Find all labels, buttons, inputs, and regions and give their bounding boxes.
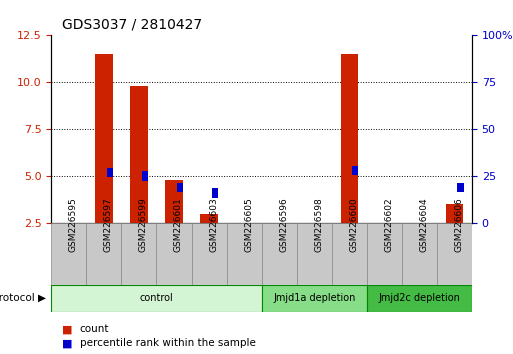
Bar bbox=[177, 183, 183, 192]
Bar bbox=[332, 223, 367, 285]
Text: GSM226604: GSM226604 bbox=[420, 198, 428, 252]
Bar bbox=[367, 223, 402, 285]
Text: protocol ▶: protocol ▶ bbox=[0, 293, 46, 303]
Bar bbox=[156, 223, 191, 285]
Text: ■: ■ bbox=[62, 324, 72, 334]
Bar bbox=[86, 223, 122, 285]
Bar bbox=[142, 171, 148, 181]
Bar bbox=[191, 223, 227, 285]
Text: GSM226597: GSM226597 bbox=[104, 198, 113, 252]
Bar bbox=[402, 223, 437, 285]
Bar bbox=[262, 223, 297, 285]
Text: GSM226605: GSM226605 bbox=[244, 198, 253, 252]
Text: GSM226596: GSM226596 bbox=[279, 198, 288, 252]
Bar bbox=[130, 86, 148, 223]
Bar bbox=[122, 223, 156, 285]
Bar bbox=[51, 285, 262, 312]
Text: GSM226598: GSM226598 bbox=[314, 198, 323, 252]
Bar bbox=[212, 188, 218, 198]
Text: GDS3037 / 2810427: GDS3037 / 2810427 bbox=[62, 18, 202, 32]
Text: ■: ■ bbox=[62, 338, 72, 348]
Bar bbox=[262, 285, 367, 312]
Text: GSM226606: GSM226606 bbox=[455, 198, 463, 252]
Text: Jmjd2c depletion: Jmjd2c depletion bbox=[379, 293, 460, 303]
Text: Jmjd1a depletion: Jmjd1a depletion bbox=[273, 293, 356, 303]
Text: count: count bbox=[80, 324, 109, 334]
Text: GSM226595: GSM226595 bbox=[69, 198, 78, 252]
Bar bbox=[446, 204, 463, 223]
Text: control: control bbox=[140, 293, 173, 303]
Bar bbox=[367, 285, 472, 312]
Bar bbox=[227, 223, 262, 285]
Bar bbox=[95, 54, 113, 223]
Bar bbox=[297, 223, 332, 285]
Text: GSM226599: GSM226599 bbox=[139, 198, 148, 252]
Bar bbox=[107, 168, 113, 177]
Bar bbox=[352, 166, 359, 175]
Text: GSM226602: GSM226602 bbox=[384, 198, 393, 252]
Bar bbox=[437, 223, 472, 285]
Text: percentile rank within the sample: percentile rank within the sample bbox=[80, 338, 255, 348]
Bar bbox=[458, 183, 464, 192]
Bar bbox=[51, 223, 86, 285]
Text: GSM226600: GSM226600 bbox=[349, 198, 358, 252]
Bar bbox=[341, 54, 358, 223]
Bar bbox=[165, 180, 183, 223]
Text: GSM226603: GSM226603 bbox=[209, 198, 218, 252]
Text: GSM226601: GSM226601 bbox=[174, 198, 183, 252]
Bar bbox=[200, 214, 218, 223]
